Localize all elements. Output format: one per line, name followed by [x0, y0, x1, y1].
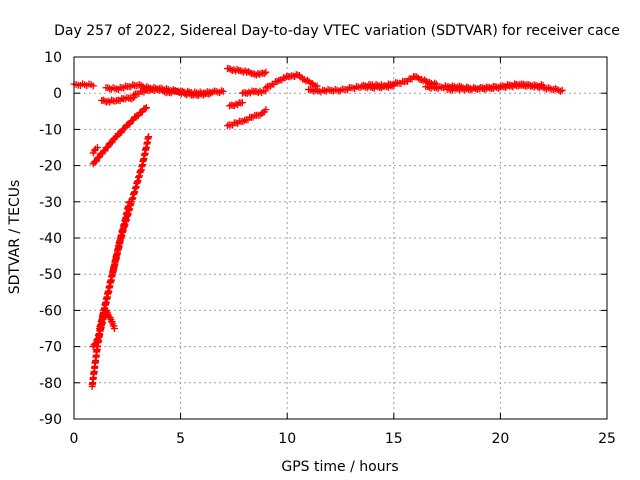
data-point: [305, 78, 313, 86]
y-tick-label: -60: [39, 303, 62, 319]
data-point: [281, 74, 289, 82]
y-tick-label: -40: [39, 231, 62, 247]
data-point: [125, 198, 133, 206]
data-point: [92, 157, 100, 165]
data-point: [89, 82, 97, 90]
y-tick-label: -80: [39, 376, 62, 392]
data-point: [142, 104, 150, 112]
data-point: [219, 87, 227, 95]
data-point: [230, 102, 238, 110]
y-tick-label: 0: [53, 86, 62, 102]
data-point: [238, 99, 246, 107]
data-point: [262, 84, 270, 92]
data-point: [90, 147, 98, 155]
x-tick-label: 0: [70, 431, 79, 447]
data-point: [92, 339, 100, 347]
y-tick-label: -20: [39, 159, 62, 175]
data-point: [241, 67, 249, 75]
data-point: [262, 105, 270, 113]
chart-title: Day 257 of 2022, Sidereal Day-to-day VTE…: [54, 23, 620, 39]
grid-lines: [74, 57, 607, 419]
data-point: [260, 69, 268, 77]
x-tick-label: 10: [278, 431, 296, 447]
data-point: [300, 75, 308, 83]
data-point: [414, 74, 422, 82]
y-tick-label: -50: [39, 267, 62, 283]
data-point: [141, 104, 149, 112]
data-point: [101, 147, 109, 155]
y-tick-label: -90: [39, 412, 62, 428]
axis-ticks: [73, 56, 608, 420]
data-points: [70, 65, 566, 390]
data-point: [108, 138, 116, 146]
data-point: [93, 144, 101, 151]
y-tick-label: -10: [39, 122, 62, 138]
x-tick-label: 15: [385, 431, 403, 447]
data-point: [255, 70, 263, 78]
x-tick-label: 20: [491, 431, 509, 447]
data-point: [252, 71, 260, 79]
data-point: [96, 153, 104, 161]
y-tick-label: -30: [39, 195, 62, 211]
data-point: [93, 336, 101, 344]
data-point: [145, 133, 153, 141]
data-point: [206, 89, 214, 97]
data-point: [104, 143, 112, 151]
x-axis-title: GPS time / hours: [281, 459, 398, 475]
x-tick-label: 25: [598, 431, 616, 447]
data-point: [558, 86, 566, 94]
x-tick-label: 5: [176, 431, 185, 447]
data-point: [273, 77, 281, 85]
data-point: [232, 100, 240, 108]
data-point: [310, 81, 318, 89]
y-tick-label: -70: [39, 340, 62, 356]
y-tick-label: 10: [44, 50, 62, 66]
data-point: [111, 325, 119, 332]
data-point: [233, 66, 241, 74]
y-tick-labels: -90 -80 -70 -60 -50 -40 -30 -20 -10 0 10: [39, 50, 62, 428]
data-point: [91, 340, 99, 348]
y-axis-title: SDTVAR / TECUs: [7, 180, 23, 295]
data-point: [246, 69, 254, 77]
data-point: [302, 77, 310, 85]
data-point: [262, 68, 270, 76]
x-tick-labels: 0 5 10 15 20 25: [70, 431, 616, 447]
